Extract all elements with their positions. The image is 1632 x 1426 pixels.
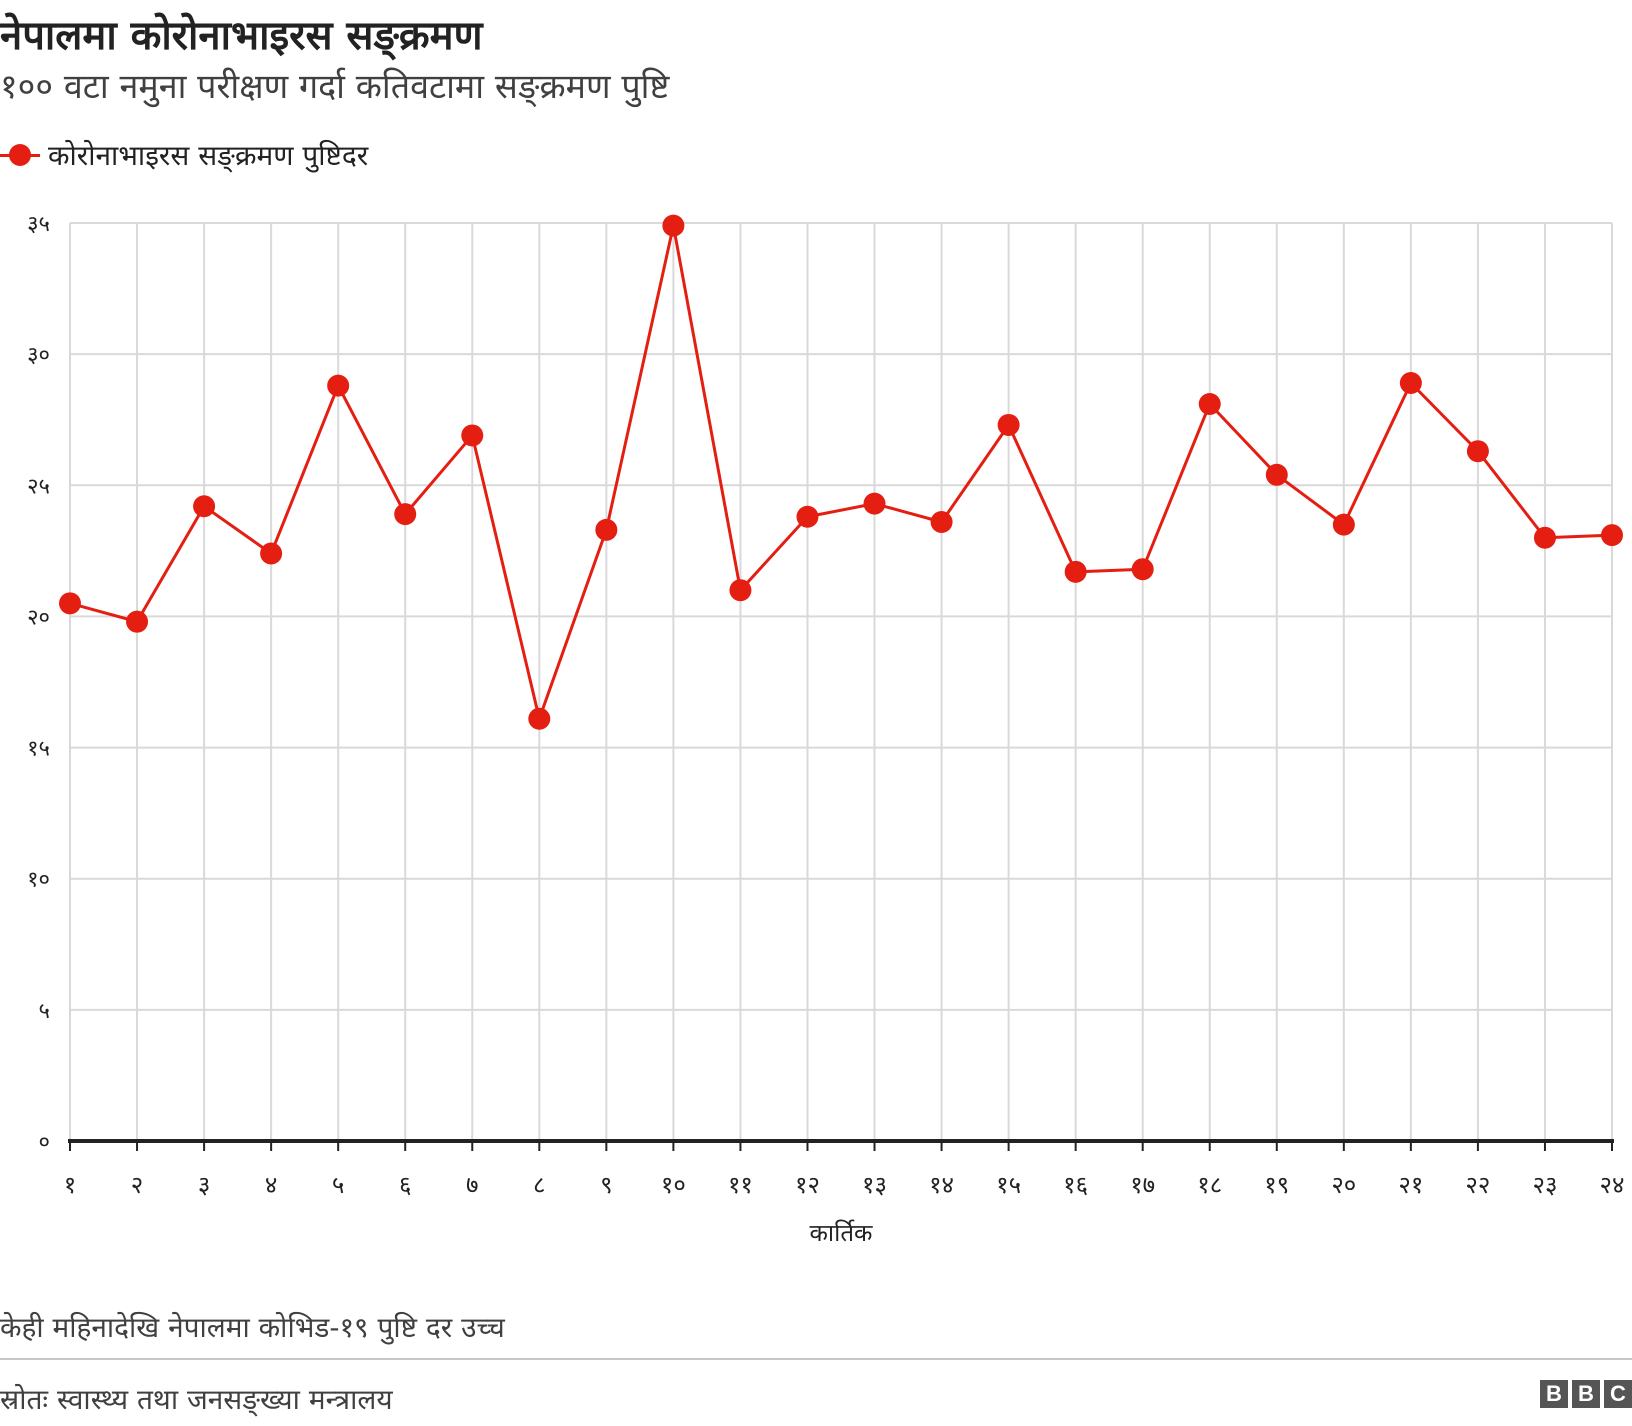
data-point bbox=[193, 495, 216, 518]
axes bbox=[68, 1139, 1614, 1151]
x-tick-label: २२ bbox=[1465, 1171, 1490, 1199]
data-point bbox=[126, 610, 149, 633]
series-line bbox=[59, 214, 1623, 730]
chart-subtitle: १०० वटा नमुना परीक्षण गर्दा कतिवटामा सङ्… bbox=[0, 67, 670, 107]
x-tick-label: ७ bbox=[466, 1171, 478, 1199]
data-point bbox=[796, 505, 819, 528]
y-tick-label: ५ bbox=[39, 999, 50, 1024]
x-tick-label: २ bbox=[131, 1171, 143, 1199]
legend-marker-icon bbox=[0, 135, 40, 175]
data-point bbox=[1466, 440, 1489, 463]
data-point bbox=[1533, 526, 1556, 549]
grid-lines bbox=[69, 222, 1613, 1141]
data-point bbox=[729, 579, 752, 602]
x-tick-label: २० bbox=[1331, 1171, 1356, 1199]
x-tick-label: १७ bbox=[1130, 1171, 1155, 1199]
x-tick-label: १५ bbox=[996, 1171, 1021, 1199]
x-tick-label: ११ bbox=[728, 1171, 753, 1199]
data-point bbox=[1198, 392, 1221, 415]
data-point bbox=[528, 707, 551, 730]
x-tick-label: १८ bbox=[1197, 1171, 1222, 1199]
data-point bbox=[260, 542, 283, 565]
x-tick-label: १९ bbox=[1264, 1171, 1289, 1199]
data-point bbox=[997, 413, 1020, 436]
y-tick-label: ३५ bbox=[27, 212, 50, 237]
data-point bbox=[863, 492, 886, 515]
legend-label: कोरोनाभाइरस सङ्क्रमण पुष्टिदर bbox=[48, 139, 369, 172]
data-point bbox=[930, 511, 953, 534]
x-tick-label: ९ bbox=[600, 1171, 612, 1199]
bbc-logo: B B C bbox=[1540, 1380, 1632, 1408]
data-point bbox=[1332, 513, 1355, 536]
data-point bbox=[1265, 463, 1288, 486]
bbc-logo-letter: B bbox=[1572, 1380, 1600, 1408]
data-point bbox=[1131, 558, 1154, 581]
legend: कोरोनाभाइरस सङ्क्रमण पुष्टिदर bbox=[0, 135, 368, 175]
bbc-logo-letter: C bbox=[1604, 1380, 1632, 1408]
data-point bbox=[595, 518, 618, 541]
data-point bbox=[394, 503, 417, 526]
y-tick-label: ३० bbox=[27, 343, 50, 368]
source-text: स्रोतः स्वास्थ्य तथा जनसङ्ख्या मन्त्रालय bbox=[0, 1383, 393, 1416]
x-tick-label: १ bbox=[64, 1171, 76, 1199]
footer-divider bbox=[0, 1358, 1632, 1360]
data-point bbox=[662, 214, 685, 237]
x-tick-label: १६ bbox=[1063, 1171, 1088, 1199]
x-tick-label: ५ bbox=[332, 1171, 344, 1199]
data-point bbox=[461, 424, 484, 447]
x-tick-label: ४ bbox=[265, 1171, 277, 1199]
chart-title: नेपालमा कोरोनाभाइरस सङ्क्रमण bbox=[0, 13, 483, 59]
y-tick-label: १५ bbox=[27, 737, 50, 762]
y-tick-label: २५ bbox=[27, 474, 50, 499]
series-polyline bbox=[69, 224, 1613, 721]
data-point bbox=[327, 374, 350, 397]
x-tick-label: २१ bbox=[1398, 1171, 1423, 1199]
x-tick-label: २३ bbox=[1532, 1171, 1557, 1199]
data-point bbox=[1064, 560, 1087, 583]
x-tick-label: १३ bbox=[862, 1171, 887, 1199]
x-tick-label: ८ bbox=[533, 1171, 545, 1199]
data-point bbox=[1601, 524, 1623, 547]
y-tick-label: २० bbox=[27, 605, 50, 630]
x-tick-label: १० bbox=[661, 1171, 686, 1199]
x-tick-label: १२ bbox=[795, 1171, 820, 1199]
x-tick-label: १४ bbox=[929, 1171, 954, 1199]
x-tick-label: ३ bbox=[198, 1171, 210, 1199]
x-tick-label: ६ bbox=[399, 1171, 411, 1199]
y-tick-label: ० bbox=[39, 1130, 50, 1155]
y-tick-label: १० bbox=[27, 868, 50, 893]
data-point bbox=[59, 592, 81, 615]
chart-note: केही महिनादेखि नेपालमा कोभिड-१९ पुष्टि द… bbox=[0, 1311, 505, 1344]
bbc-logo-letter: B bbox=[1540, 1380, 1568, 1408]
x-axis-title: कार्तिक bbox=[810, 1219, 874, 1247]
data-point bbox=[1399, 371, 1422, 394]
x-tick-label: २४ bbox=[1600, 1171, 1625, 1199]
